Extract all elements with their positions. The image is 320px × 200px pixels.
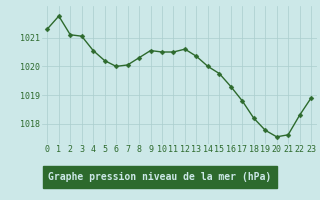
Text: Graphe pression niveau de la mer (hPa): Graphe pression niveau de la mer (hPa) bbox=[48, 172, 272, 182]
